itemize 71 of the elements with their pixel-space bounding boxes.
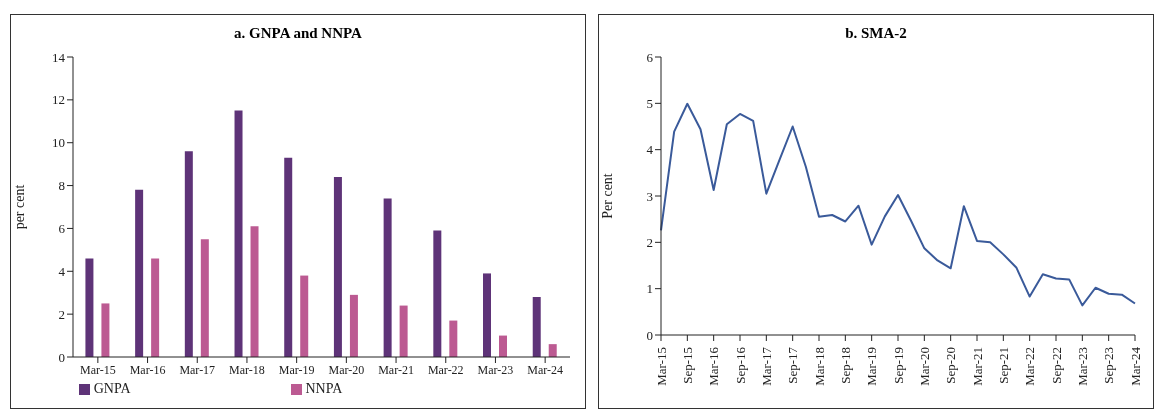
y-axis-title: per cent — [11, 184, 27, 230]
bar — [383, 198, 392, 357]
legend-label: NNPA — [305, 381, 343, 396]
bar — [349, 294, 358, 357]
x-tick-label: Mar-19 — [278, 362, 315, 377]
x-tick-label: Sep-20 — [943, 347, 959, 384]
y-tick-label: 5 — [646, 95, 653, 111]
bar — [433, 230, 442, 357]
x-tick-label: Mar-15 — [79, 362, 116, 377]
bar — [333, 177, 342, 357]
x-tick-label: Mar-24 — [527, 362, 564, 377]
y-axis-title: Per cent — [599, 173, 615, 219]
bar — [499, 335, 508, 357]
y-tick-label: 1 — [646, 281, 653, 297]
y-tick-label: 14 — [52, 49, 66, 65]
bar — [184, 151, 193, 357]
bar — [250, 226, 259, 357]
bar — [135, 189, 144, 357]
bar — [85, 258, 94, 357]
bar — [532, 297, 541, 357]
x-tick-label: Sep-22 — [1048, 347, 1064, 384]
y-tick-label: 3 — [646, 188, 653, 204]
y-tick-label: 10 — [52, 135, 65, 151]
chart-title: a. GNPA and NNPA — [233, 25, 363, 43]
x-tick-label: Mar-24 — [1127, 346, 1143, 386]
bar — [483, 273, 492, 357]
x-tick-label: Sep-19 — [890, 347, 906, 384]
x-tick-label: Mar-17 — [758, 346, 774, 386]
bar — [399, 305, 408, 357]
x-tick-label: Sep-21 — [995, 347, 1011, 384]
bar — [151, 258, 160, 357]
x-tick-label: Mar-20 — [328, 362, 365, 377]
x-tick-label: Mar-15 — [653, 347, 669, 386]
x-tick-label: Mar-16 — [706, 346, 722, 386]
x-tick-label: Mar-18 — [229, 362, 265, 377]
y-tick-label: 2 — [58, 306, 65, 322]
x-tick-label: Mar-23 — [1074, 347, 1090, 386]
x-tick-label: Mar-19 — [864, 347, 880, 386]
y-tick-label: 0 — [58, 349, 65, 365]
x-tick-label: Sep-23 — [1101, 347, 1117, 384]
chart-title: b. SMA-2 — [844, 25, 908, 43]
x-tick-label: Sep-18 — [837, 347, 853, 384]
bar — [284, 157, 293, 357]
bar — [449, 320, 458, 357]
x-tick-label: Sep-16 — [732, 346, 748, 384]
y-tick-label: 4 — [646, 142, 654, 158]
legend-label: GNPA — [93, 381, 131, 396]
bar — [234, 110, 243, 357]
bar — [101, 303, 110, 357]
x-tick-label: Mar-22 — [427, 362, 464, 377]
x-tick-label: Mar-21 — [378, 362, 414, 377]
y-tick-label: 2 — [646, 234, 653, 250]
x-tick-label: Mar-22 — [1022, 347, 1038, 386]
x-tick-label: Mar-16 — [129, 362, 166, 377]
x-tick-label: Mar-23 — [477, 362, 514, 377]
y-tick-label: 6 — [58, 221, 66, 237]
x-tick-label: Sep-15 — [679, 347, 695, 384]
bar — [548, 344, 557, 357]
x-tick-label: Mar-18 — [811, 347, 827, 386]
y-tick-label: 12 — [52, 92, 65, 108]
y-tick-label: 4 — [58, 263, 66, 279]
y-tick-label: 8 — [58, 178, 65, 194]
bar — [300, 275, 309, 357]
x-tick-label: Mar-21 — [969, 347, 985, 386]
bar — [200, 239, 209, 357]
x-tick-label: Mar-17 — [179, 362, 216, 377]
x-tick-label: Sep-17 — [785, 346, 801, 384]
line-series — [660, 102, 1136, 307]
y-tick-label: 0 — [646, 327, 653, 343]
x-tick-label: Mar-20 — [916, 347, 932, 386]
y-tick-label: 6 — [646, 49, 654, 65]
